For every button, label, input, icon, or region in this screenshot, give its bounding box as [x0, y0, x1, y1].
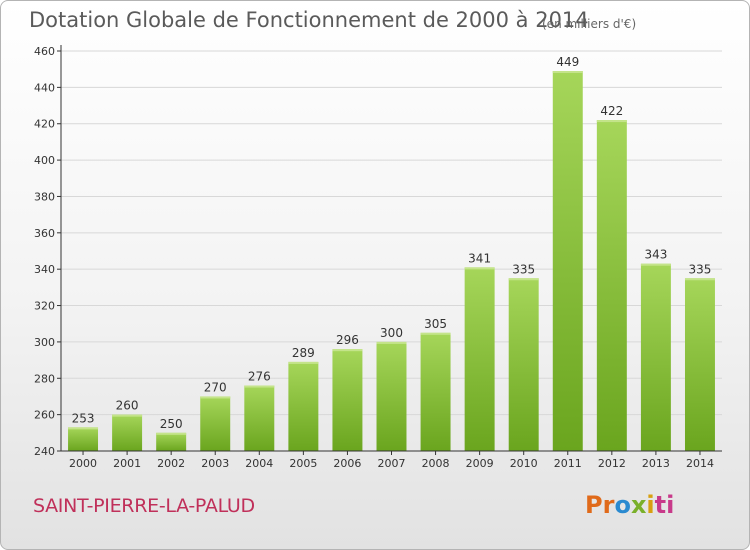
bars: [68, 71, 715, 451]
y-tick-label: 260: [34, 409, 55, 422]
bar-highlight: [156, 432, 187, 435]
y-tick-label: 300: [34, 336, 55, 349]
x-tick-label: 2004: [245, 457, 273, 470]
x-tick-label: 2010: [510, 457, 538, 470]
chart-title: Dotation Globale de Fonctionnement de 20…: [29, 8, 589, 32]
bar: [288, 361, 319, 451]
y-tick-label: 440: [34, 81, 55, 94]
logo-part: o: [614, 491, 631, 519]
bar: [68, 427, 99, 451]
bar-highlight: [640, 263, 671, 266]
x-tick-label: 2014: [686, 457, 714, 470]
data-label: 253: [72, 411, 95, 425]
bar: [332, 349, 363, 451]
commune-name: SAINT-PIERRE-LA-PALUD: [33, 495, 255, 517]
logo-part: ti: [654, 491, 675, 519]
bar-highlight: [244, 385, 275, 388]
bar-highlight: [552, 71, 583, 73]
data-label: 289: [292, 346, 315, 360]
data-label: 260: [116, 399, 139, 413]
bar-highlight: [508, 278, 539, 281]
x-tick-label: 2003: [201, 457, 229, 470]
data-label: 422: [600, 104, 623, 118]
data-label: 300: [380, 326, 403, 340]
bar: [508, 278, 539, 451]
bar: [552, 71, 583, 451]
bar: [596, 120, 627, 451]
y-tick-label: 400: [34, 154, 55, 167]
data-label: 343: [644, 248, 667, 262]
data-label: 341: [468, 251, 491, 265]
data-label: 296: [336, 333, 359, 347]
x-tick-label: 2013: [642, 457, 670, 470]
x-tick-label: 2005: [289, 457, 317, 470]
y-tick-label: 360: [34, 227, 55, 240]
bar-highlight: [420, 332, 451, 335]
y-tick-label: 240: [34, 445, 55, 458]
bar-highlight: [464, 267, 495, 270]
bar-highlight: [68, 427, 99, 430]
logo-part: x: [630, 491, 647, 519]
y-tick-label: 320: [34, 300, 55, 313]
axes: [57, 45, 722, 455]
labels: 240 260 280 300 320 340 360 380 400 420 440 460 253 2…: [34, 45, 714, 470]
bar: [640, 263, 671, 451]
bar-highlight: [112, 414, 143, 417]
x-tick-label: 2008: [422, 457, 450, 470]
y-tick-label: 460: [34, 45, 55, 58]
bar-highlight: [200, 396, 231, 399]
y-tick-label: 340: [34, 263, 55, 276]
y-tick-label: 420: [34, 118, 55, 131]
bar: [684, 278, 715, 451]
data-label: 276: [248, 370, 271, 384]
bar: [376, 341, 407, 451]
data-label: 335: [512, 262, 535, 276]
bar-highlight: [288, 361, 319, 364]
data-label: 305: [424, 317, 447, 331]
x-tick-label: 2001: [113, 457, 141, 470]
x-tick-label: 2006: [333, 457, 361, 470]
bar: [200, 396, 231, 451]
data-label: 270: [204, 380, 227, 394]
x-tick-label: 2009: [466, 457, 494, 470]
bar-highlight: [596, 120, 627, 123]
x-tick-label: 2000: [69, 457, 97, 470]
bar-highlight: [376, 341, 407, 344]
x-tick-label: 2002: [157, 457, 185, 470]
x-tick-label: 2012: [598, 457, 626, 470]
chart-unit: (en milliers d'€): [542, 17, 637, 31]
y-tick-label: 380: [34, 190, 55, 203]
y-tick-label: 280: [34, 372, 55, 385]
logo-part: i: [646, 491, 655, 519]
bar: [420, 332, 451, 451]
bar: [112, 414, 143, 451]
x-tick-label: 2011: [554, 457, 582, 470]
data-label: 449: [556, 55, 579, 69]
bar-highlight: [332, 349, 363, 352]
x-tick-label: 2007: [378, 457, 406, 470]
bar: [244, 385, 275, 451]
bar: [464, 267, 495, 451]
data-label: 250: [160, 417, 183, 431]
data-label: 335: [689, 262, 712, 276]
logo-part: Pr: [585, 491, 615, 519]
bar: [156, 432, 187, 451]
bar-highlight: [684, 278, 715, 281]
proxiti-logo: Proxiti: [585, 491, 674, 519]
